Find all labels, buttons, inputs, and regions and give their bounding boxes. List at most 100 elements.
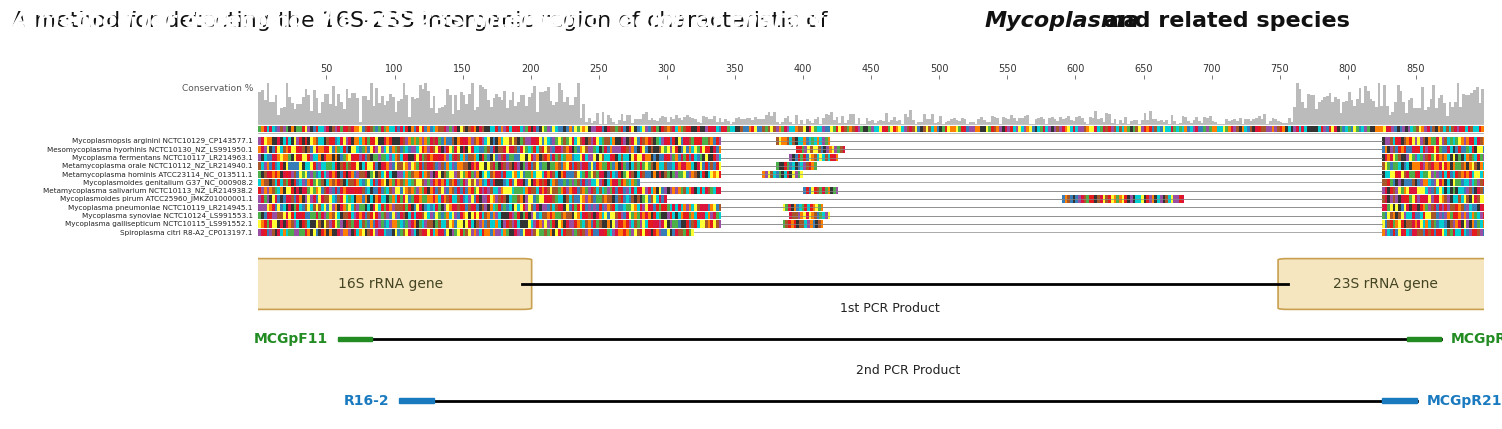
Bar [686, 154, 689, 161]
Bar [1455, 170, 1458, 178]
Bar [1160, 120, 1163, 124]
Bar [580, 229, 583, 236]
Bar [888, 126, 891, 133]
Bar [898, 126, 901, 133]
Bar [318, 229, 321, 236]
Bar [1433, 85, 1434, 124]
Bar [406, 221, 409, 228]
Bar [1263, 114, 1266, 124]
Bar [443, 154, 446, 161]
Bar [452, 154, 455, 161]
Bar [397, 170, 400, 178]
Bar [661, 137, 664, 145]
Bar [406, 212, 409, 219]
Bar [476, 162, 479, 169]
Bar [365, 196, 368, 203]
Bar [1102, 196, 1105, 203]
Bar [583, 162, 586, 169]
Bar [874, 126, 877, 133]
Bar [631, 221, 634, 228]
Bar [700, 187, 703, 194]
Bar [376, 229, 379, 236]
Bar [517, 137, 520, 145]
Bar [348, 98, 351, 124]
Bar [365, 137, 368, 145]
Bar [817, 137, 820, 145]
Bar [294, 154, 296, 161]
Bar [557, 212, 560, 219]
Bar [650, 170, 653, 178]
Bar [664, 187, 667, 194]
Bar [299, 196, 302, 203]
Bar [281, 221, 282, 228]
Bar [1445, 196, 1448, 203]
Bar [868, 126, 871, 133]
Bar [599, 221, 601, 228]
Bar [677, 221, 680, 228]
Bar [1395, 170, 1398, 178]
Bar [512, 137, 514, 145]
Bar [376, 137, 379, 145]
Bar [1217, 126, 1220, 133]
Bar [798, 137, 801, 145]
Bar [422, 179, 425, 186]
Bar [443, 196, 446, 203]
Bar [1130, 121, 1133, 124]
Bar [1398, 221, 1401, 228]
Bar [315, 145, 318, 153]
Bar [553, 212, 556, 219]
Bar [288, 187, 291, 194]
Bar [637, 119, 640, 124]
Bar [787, 126, 790, 133]
Bar [659, 118, 661, 124]
Bar [509, 187, 512, 194]
Bar [713, 204, 716, 211]
Bar [613, 145, 616, 153]
Bar [583, 212, 586, 219]
Bar [566, 97, 569, 124]
Bar [362, 229, 365, 236]
Bar [496, 162, 499, 169]
Bar [1422, 137, 1425, 145]
Bar [536, 204, 539, 211]
Bar [694, 204, 697, 211]
Bar [1373, 126, 1374, 133]
Bar [493, 137, 496, 145]
Bar [430, 196, 433, 203]
Text: 23S rRNA gene: 23S rRNA gene [1334, 277, 1439, 291]
Bar [449, 204, 452, 211]
Bar [470, 179, 473, 186]
Bar [829, 145, 832, 153]
Bar [526, 179, 529, 186]
Bar [623, 145, 626, 153]
Bar [397, 229, 400, 236]
Bar [386, 229, 389, 236]
Bar [683, 162, 686, 169]
Bar [820, 187, 822, 194]
Bar [1233, 126, 1236, 133]
Bar [700, 162, 703, 169]
Bar [264, 126, 266, 133]
Bar [315, 204, 318, 211]
Bar [1475, 170, 1476, 178]
Bar [1445, 212, 1448, 219]
Bar [281, 170, 282, 178]
Bar [586, 145, 587, 153]
Bar [379, 221, 382, 228]
Bar [291, 170, 294, 178]
Bar [1415, 145, 1418, 153]
Bar [1428, 137, 1431, 145]
Bar [379, 187, 382, 194]
Bar [499, 204, 500, 211]
Bar [452, 137, 455, 145]
Bar [455, 170, 457, 178]
Bar [466, 170, 469, 178]
Bar [443, 162, 446, 169]
Bar [1069, 126, 1072, 133]
Bar [560, 162, 563, 169]
Bar [512, 204, 514, 211]
Bar [397, 145, 400, 153]
Bar [542, 170, 544, 178]
Bar [449, 95, 452, 124]
Bar [403, 221, 406, 228]
